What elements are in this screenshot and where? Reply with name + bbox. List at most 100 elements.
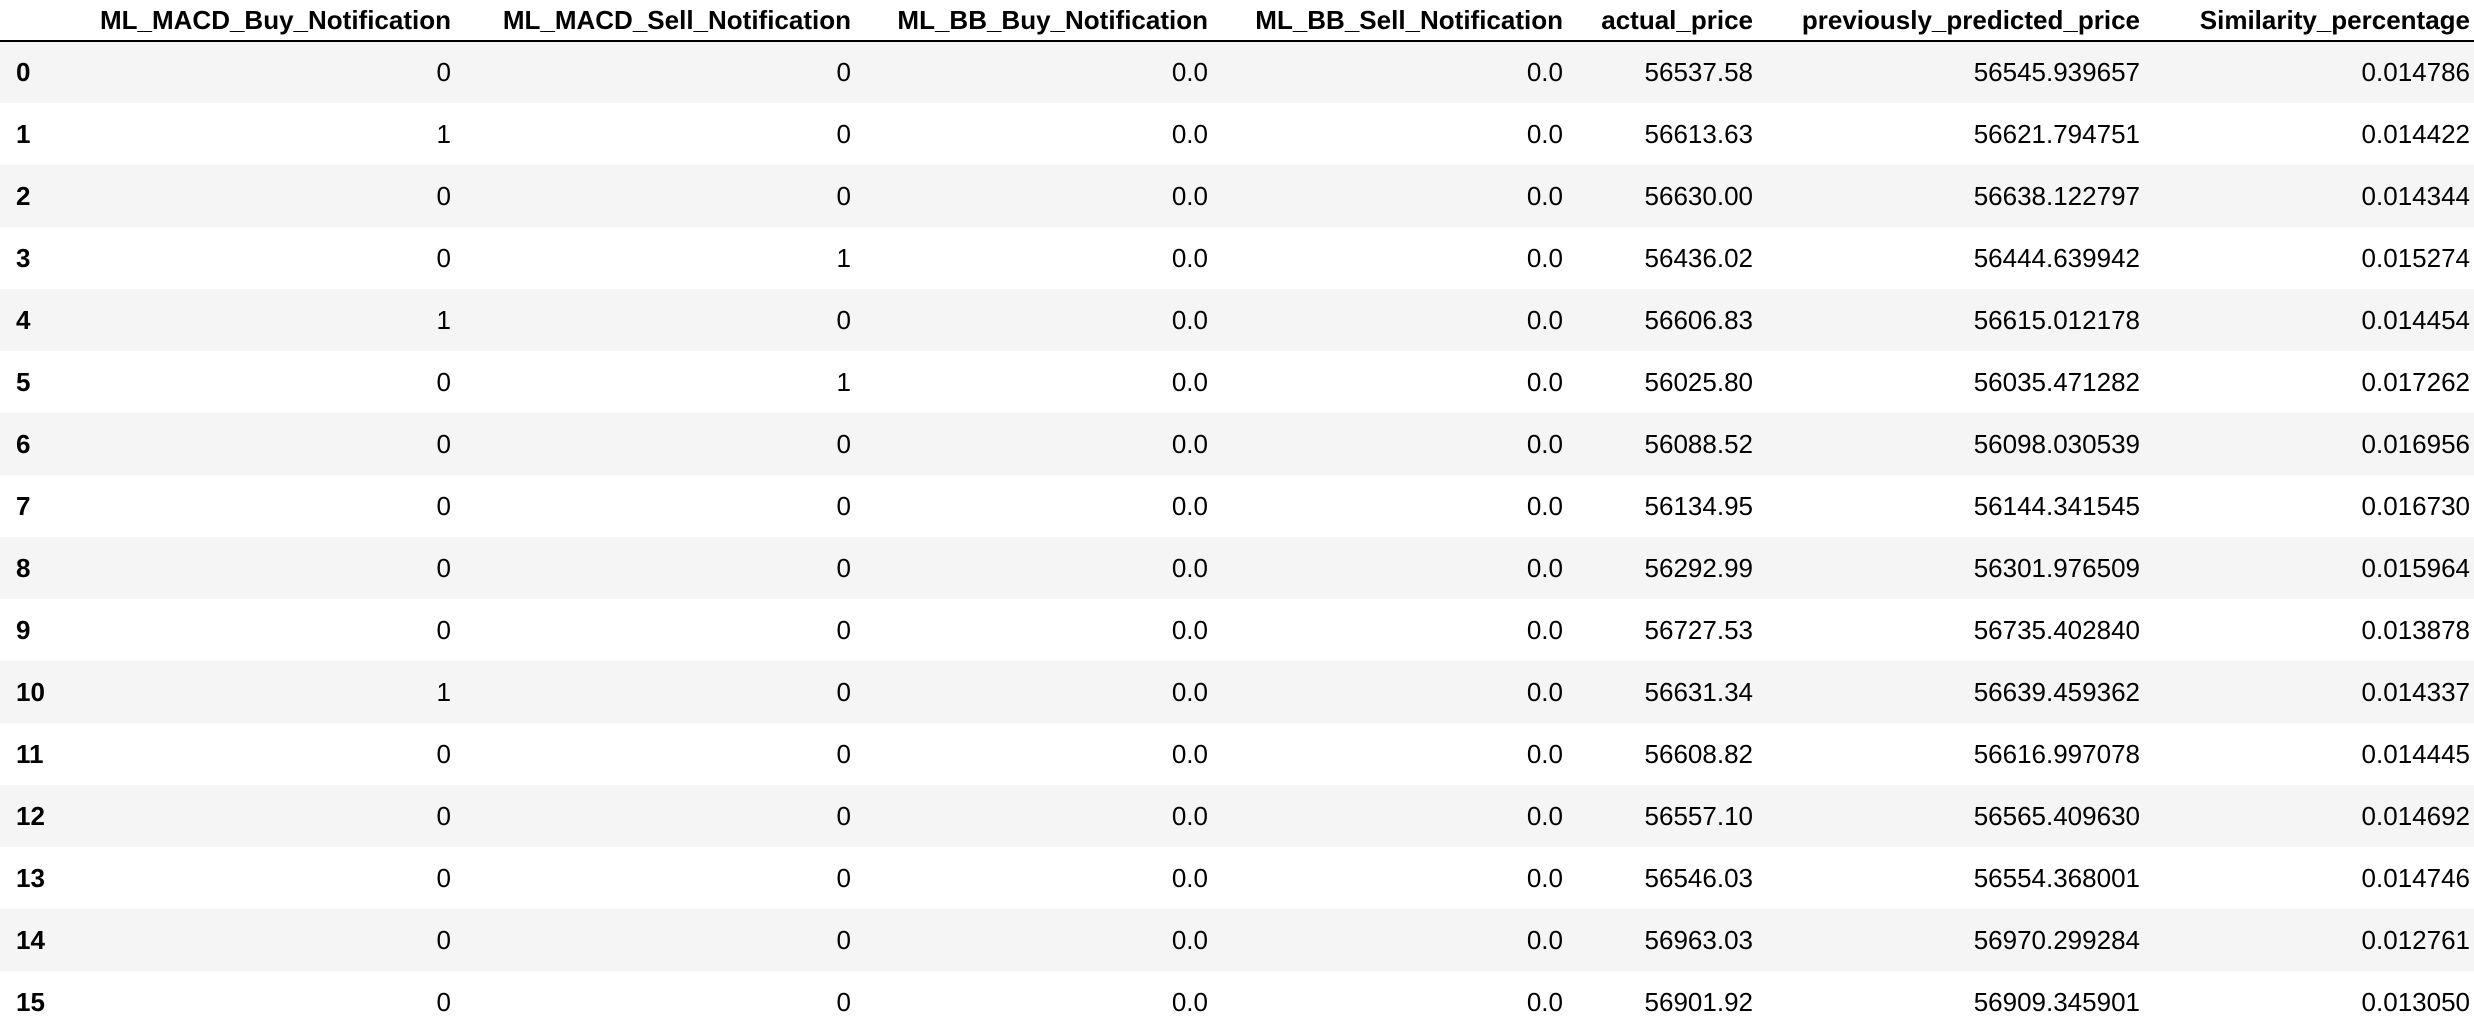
row-index: 2: [16, 180, 31, 211]
cell-ml-macd-buy-notification: 0: [436, 552, 451, 583]
row-index: 11: [16, 738, 44, 769]
table-row: 6 0 0 0.0 0.0 56088.52 56098.030539 0.016956: [0, 413, 2474, 475]
cell-similarity-percentage: 0.013050: [2361, 986, 2470, 1017]
row-index: 3: [16, 242, 31, 273]
row-index: 14: [16, 924, 45, 955]
table-row: 9 0 0 0.0 0.0 56727.53 56735.402840 0.013878: [0, 599, 2474, 661]
cell-actual-price: 56025.80: [1644, 366, 1753, 397]
cell-ml-bb-sell-notification: 0.0: [1526, 924, 1563, 955]
cell-ml-macd-sell-notification: 0: [836, 738, 851, 769]
cell-similarity-percentage: 0.013878: [2361, 614, 2470, 645]
table-row: 7 0 0 0.0 0.0 56134.95 56144.341545 0.016730: [0, 475, 2474, 537]
cell-previously-predicted-price: 56735.402840: [1973, 614, 2140, 645]
cell-ml-bb-sell-notification: 0.0: [1526, 676, 1563, 707]
cell-ml-bb-buy-notification: 0.0: [1171, 862, 1208, 893]
cell-actual-price: 56608.82: [1644, 738, 1753, 769]
row-index: 9: [16, 614, 31, 645]
cell-ml-bb-sell-notification: 0.0: [1526, 118, 1563, 149]
cell-ml-bb-sell-notification: 0.0: [1526, 366, 1563, 397]
row-index: 4: [16, 304, 31, 335]
cell-ml-macd-sell-notification: 0: [836, 986, 851, 1017]
cell-ml-bb-sell-notification: 0.0: [1526, 490, 1563, 521]
cell-previously-predicted-price: 56035.471282: [1973, 366, 2140, 397]
cell-ml-bb-sell-notification: 0.0: [1526, 738, 1563, 769]
cell-ml-macd-sell-notification: 0: [836, 304, 851, 335]
cell-actual-price: 56963.03: [1644, 924, 1753, 955]
cell-ml-macd-buy-notification: 1: [436, 304, 451, 335]
cell-similarity-percentage: 0.014692: [2361, 800, 2470, 831]
cell-ml-bb-sell-notification: 0.0: [1526, 304, 1563, 335]
cell-actual-price: 56613.63: [1644, 118, 1753, 149]
cell-actual-price: 56436.02: [1644, 242, 1753, 273]
cell-similarity-percentage: 0.014454: [2361, 304, 2470, 335]
table-row: 15 0 0 0.0 0.0 56901.92 56909.345901 0.013050: [0, 971, 2474, 1018]
table-body: 0 0 0 0.0 0.0 56537.58 56545.939657 0.014786 1 1 0…: [0, 41, 2474, 1018]
header-row: ML_MACD_Buy_Notification ML_MACD_Sell_No…: [0, 0, 2474, 42]
cell-ml-bb-sell-notification: 0.0: [1526, 242, 1563, 273]
cell-ml-bb-sell-notification: 0.0: [1526, 428, 1563, 459]
cell-ml-bb-buy-notification: 0.0: [1171, 118, 1208, 149]
cell-actual-price: 56727.53: [1644, 614, 1753, 645]
column-header-ml-macd-buy-notification: ML_MACD_Buy_Notification: [70, 0, 455, 42]
cell-ml-bb-buy-notification: 0.0: [1171, 366, 1208, 397]
cell-similarity-percentage: 0.016956: [2361, 428, 2470, 459]
row-index: 8: [16, 552, 31, 583]
table-row: 1 1 0 0.0 0.0 56613.63 56621.794751 0.014422: [0, 103, 2474, 165]
row-index: 5: [16, 366, 31, 397]
table-row: 12 0 0 0.0 0.0 56557.10 56565.409630 0.014692: [0, 785, 2474, 847]
cell-actual-price: 56537.58: [1644, 57, 1753, 87]
cell-previously-predicted-price: 56444.639942: [1973, 242, 2140, 273]
cell-ml-bb-buy-notification: 0.0: [1171, 676, 1208, 707]
cell-ml-bb-buy-notification: 0.0: [1171, 242, 1208, 273]
cell-ml-macd-buy-notification: 0: [436, 366, 451, 397]
cell-ml-bb-sell-notification: 0.0: [1526, 552, 1563, 583]
cell-ml-bb-sell-notification: 0.0: [1526, 614, 1563, 645]
cell-ml-macd-buy-notification: 0: [436, 800, 451, 831]
cell-ml-macd-sell-notification: 0: [836, 57, 851, 87]
cell-ml-macd-sell-notification: 0: [836, 676, 851, 707]
cell-previously-predicted-price: 56565.409630: [1973, 800, 2140, 831]
cell-actual-price: 56088.52: [1644, 428, 1753, 459]
row-index: 13: [16, 862, 45, 893]
column-header-ml-bb-buy-notification: ML_BB_Buy_Notification: [855, 0, 1212, 42]
cell-actual-price: 56606.83: [1644, 304, 1753, 335]
cell-previously-predicted-price: 56616.997078: [1973, 738, 2140, 769]
row-index: 1: [16, 118, 31, 149]
cell-actual-price: 56630.00: [1644, 180, 1753, 211]
cell-previously-predicted-price: 56970.299284: [1973, 924, 2140, 955]
cell-ml-macd-buy-notification: 1: [436, 118, 451, 149]
cell-similarity-percentage: 0.014786: [2361, 57, 2470, 87]
cell-ml-bb-buy-notification: 0.0: [1171, 738, 1208, 769]
row-index: 12: [16, 800, 45, 831]
cell-actual-price: 56631.34: [1644, 676, 1753, 707]
table-row: 10 1 0 0.0 0.0 56631.34 56639.459362 0.014337: [0, 661, 2474, 723]
cell-ml-macd-sell-notification: 0: [836, 800, 851, 831]
table-row: 4 1 0 0.0 0.0 56606.83 56615.012178 0.014454: [0, 289, 2474, 351]
column-header-previously-predicted-price: previously_predicted_price: [1757, 0, 2144, 42]
cell-previously-predicted-price: 56301.976509: [1973, 552, 2140, 583]
row-index: 10: [16, 676, 45, 707]
cell-ml-macd-buy-notification: 0: [436, 180, 451, 211]
table-row: 14 0 0 0.0 0.0 56963.03 56970.299284 0.012761: [0, 909, 2474, 971]
cell-ml-bb-buy-notification: 0.0: [1171, 57, 1208, 87]
cell-ml-macd-buy-notification: 0: [436, 986, 451, 1017]
cell-previously-predicted-price: 56098.030539: [1973, 428, 2140, 459]
cell-similarity-percentage: 0.017262: [2361, 366, 2470, 397]
cell-ml-macd-sell-notification: 0: [836, 552, 851, 583]
column-header-ml-macd-sell-notification: ML_MACD_Sell_Notification: [455, 0, 855, 42]
cell-ml-macd-buy-notification: 0: [436, 242, 451, 273]
table-row: 11 0 0 0.0 0.0 56608.82 56616.997078 0.014445: [0, 723, 2474, 785]
cell-similarity-percentage: 0.015964: [2361, 552, 2470, 583]
table-header: ML_MACD_Buy_Notification ML_MACD_Sell_No…: [0, 0, 2474, 42]
cell-similarity-percentage: 0.015274: [2361, 242, 2470, 273]
cell-similarity-percentage: 0.014422: [2361, 118, 2470, 149]
cell-ml-macd-sell-notification: 0: [836, 180, 851, 211]
cell-similarity-percentage: 0.014337: [2361, 676, 2470, 707]
cell-ml-macd-buy-notification: 0: [436, 862, 451, 893]
cell-ml-bb-buy-notification: 0.0: [1171, 180, 1208, 211]
table-row: 13 0 0 0.0 0.0 56546.03 56554.368001 0.014746: [0, 847, 2474, 909]
cell-similarity-percentage: 0.014344: [2361, 180, 2470, 211]
cell-actual-price: 56134.95: [1644, 490, 1753, 521]
row-index: 15: [16, 986, 45, 1017]
